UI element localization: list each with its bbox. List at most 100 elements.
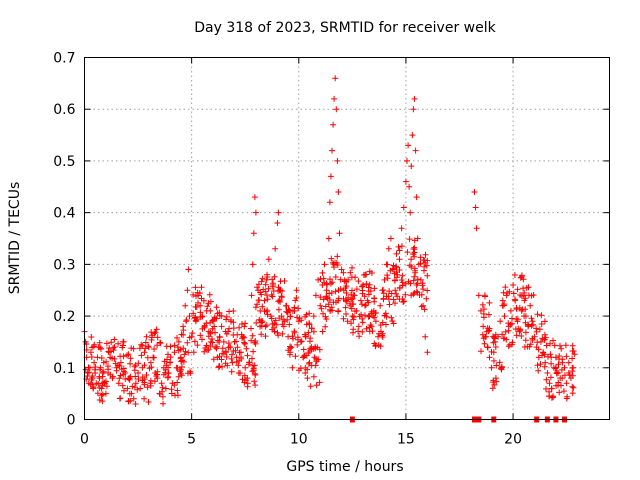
data-point <box>372 342 379 349</box>
data-point <box>197 332 204 339</box>
data-point <box>570 348 577 354</box>
data-point <box>238 354 244 361</box>
data-point <box>382 310 389 317</box>
data-point <box>399 272 406 279</box>
data-point <box>111 344 118 351</box>
data-point <box>264 307 271 314</box>
data-point <box>248 325 254 332</box>
data-point <box>117 372 124 379</box>
data-point <box>249 368 256 375</box>
data-point <box>178 358 185 365</box>
data-point <box>142 339 149 346</box>
data-point <box>151 346 158 352</box>
data-point <box>321 261 328 268</box>
data-point <box>517 292 524 298</box>
data-point <box>287 343 293 350</box>
data-point <box>424 257 431 264</box>
data-point <box>272 245 279 252</box>
data-point <box>252 340 259 347</box>
data-point <box>165 351 171 358</box>
data-point <box>216 334 223 341</box>
data-point <box>381 276 388 283</box>
data-point <box>353 286 360 293</box>
data-point <box>252 372 259 378</box>
data-point <box>543 385 549 392</box>
data-point <box>283 302 290 309</box>
data-point <box>150 354 157 361</box>
data-point <box>117 395 124 402</box>
y-tick-label: 0 <box>67 413 76 429</box>
data-point <box>404 249 411 256</box>
data-point <box>336 230 343 237</box>
data-point <box>96 397 103 403</box>
data-point <box>287 313 294 320</box>
data-point <box>276 315 283 322</box>
data-point <box>319 328 326 335</box>
data-point <box>205 300 212 307</box>
data-point <box>236 349 243 356</box>
data-point <box>260 286 267 293</box>
data-point <box>308 362 315 369</box>
data-point <box>508 320 515 327</box>
data-point <box>327 276 333 283</box>
data-point <box>189 330 196 337</box>
data-point <box>559 375 566 382</box>
data-point <box>269 283 276 290</box>
data-point <box>212 329 218 336</box>
data-point <box>199 313 205 320</box>
data-point <box>144 384 151 391</box>
data-point <box>537 361 544 368</box>
data-point <box>281 278 288 284</box>
data-point <box>565 359 572 366</box>
data-point <box>211 314 218 321</box>
data-point <box>521 313 528 320</box>
data-point <box>489 385 496 392</box>
data-point <box>330 121 337 128</box>
data-point <box>174 387 181 394</box>
data-point <box>289 364 296 371</box>
data-point <box>361 293 368 300</box>
data-point <box>506 288 513 295</box>
data-point <box>419 280 426 287</box>
data-point <box>130 395 137 402</box>
data-point <box>124 352 130 359</box>
data-point <box>543 342 550 349</box>
data-point <box>488 348 495 355</box>
data-point <box>338 266 345 273</box>
data-point <box>310 313 317 320</box>
data-point <box>350 314 357 320</box>
data-point <box>326 199 333 206</box>
data-point <box>292 353 299 360</box>
data-point <box>216 339 223 345</box>
data-point <box>151 378 158 385</box>
data-point <box>236 324 243 331</box>
data-point <box>347 269 354 276</box>
data-point <box>306 348 313 354</box>
data-point <box>510 290 517 297</box>
data-point <box>211 323 218 330</box>
data-point <box>168 390 175 397</box>
data-point <box>384 261 391 268</box>
data-point <box>157 391 163 397</box>
data-point <box>182 348 189 355</box>
data-point <box>250 230 257 237</box>
data-point <box>203 320 210 327</box>
data-point <box>246 359 253 366</box>
data-point <box>306 310 313 317</box>
data-point <box>563 380 570 387</box>
data-point <box>323 293 330 300</box>
data-point <box>91 341 98 348</box>
data-point <box>167 343 174 350</box>
data-point <box>541 318 548 325</box>
data-point <box>181 351 188 358</box>
data-point <box>263 292 270 299</box>
data-point <box>310 373 317 380</box>
data-point <box>555 382 561 389</box>
data-point <box>262 281 269 288</box>
x-tick-label: 5 <box>187 432 196 448</box>
data-point <box>402 291 409 298</box>
data-point <box>334 157 341 164</box>
data-point <box>488 364 495 371</box>
data-point <box>556 353 563 359</box>
data-point <box>88 334 95 340</box>
